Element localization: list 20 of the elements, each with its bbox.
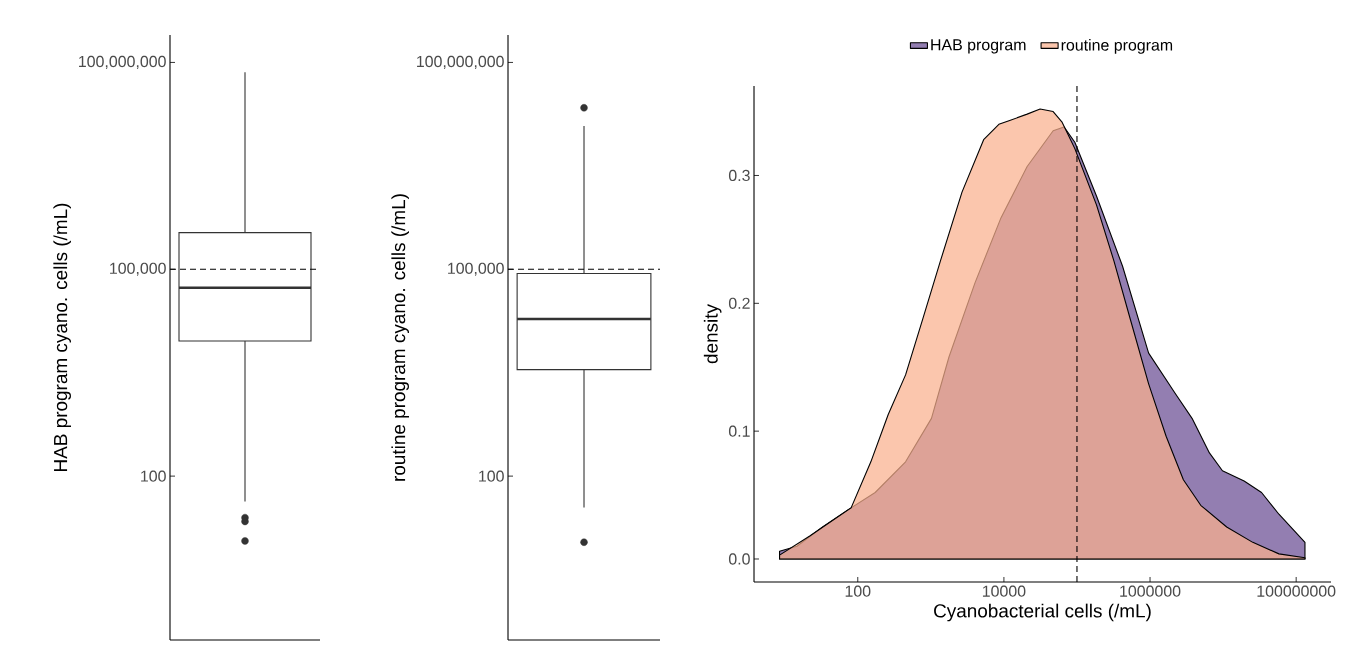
y-tick-label: 100,000,000: [417, 55, 504, 70]
y-axis-title: routine program cyano. cells (/mL): [391, 194, 409, 481]
y-tick-label: 0.0: [728, 553, 750, 565]
x-tick-label: 10000: [982, 585, 1026, 597]
y-tick-label: 100,000,000: [79, 55, 166, 70]
y-tick-label: 0.1: [728, 425, 750, 437]
y-tick-label: 0.3: [728, 169, 750, 182]
y-tick-label: 100: [141, 470, 166, 482]
x-tick-label: 100: [845, 585, 871, 597]
x-tick-label: 100000000: [1257, 585, 1336, 597]
y-tick-label: 0.2: [728, 297, 750, 309]
x-axis-title: Cyanobacterial cells (/mL): [934, 603, 1151, 622]
legend-label: routine program: [1061, 39, 1173, 54]
y-tick-label: 100,000: [110, 262, 166, 276]
x-tick-label: 1000000: [1120, 585, 1181, 597]
y-tick-label: 100,000: [448, 262, 504, 276]
legend-label: HAB program: [931, 39, 1026, 54]
y-axis-title: HAB program cyano. cells (/mL): [53, 203, 71, 471]
y-tick-label: 100: [479, 470, 504, 482]
y-axis-title: density: [703, 304, 722, 364]
